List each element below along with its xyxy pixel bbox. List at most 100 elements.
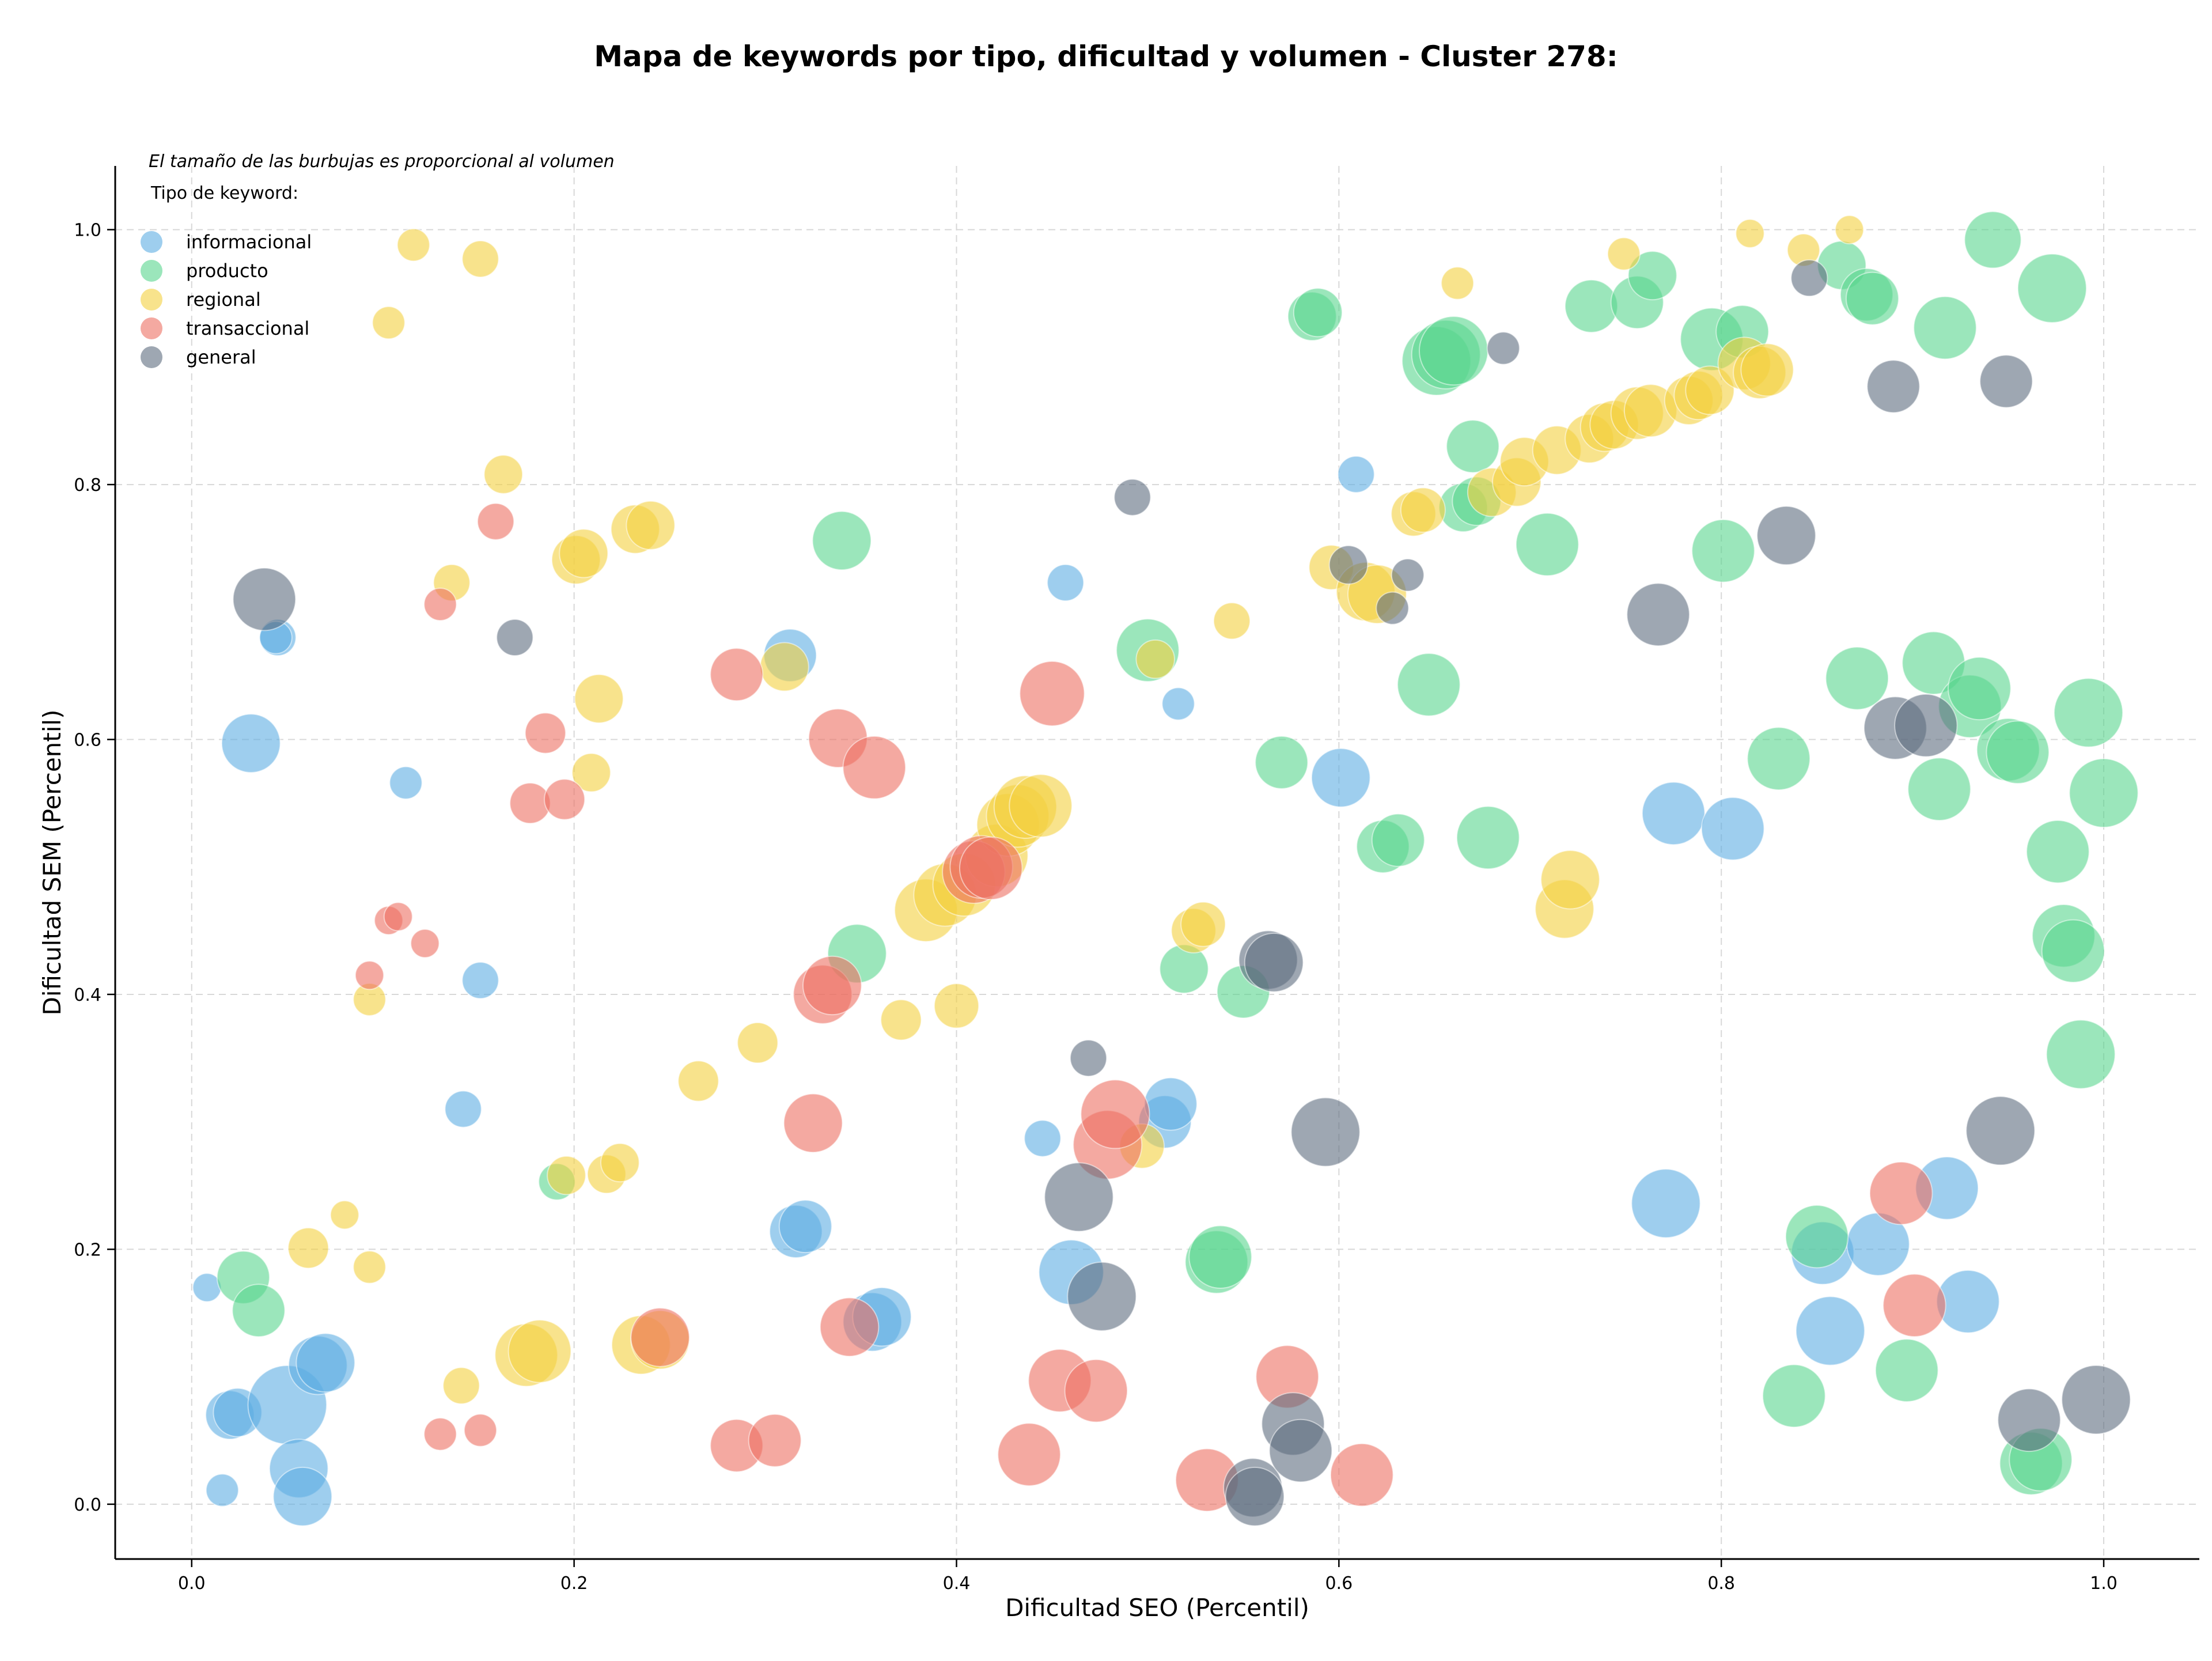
bubble-informacional <box>1936 1269 2000 1334</box>
legend-entry-producto: producto <box>141 260 268 282</box>
legend-marker-transaccional <box>141 317 162 339</box>
bubble-informacional <box>1047 563 1085 601</box>
y-axis-label: Dificultad SEM (Percentil) <box>38 710 66 1016</box>
bubble-transaccional <box>630 1307 690 1367</box>
legend-label-producto: producto <box>186 260 268 282</box>
bubble-general <box>1979 354 2033 408</box>
size-note: El tamaño de las burbujas es proporciona… <box>149 152 615 172</box>
bubble-producto <box>1564 279 1618 333</box>
legend-marker-producto <box>141 260 162 282</box>
bubble-transaccional <box>544 778 586 820</box>
bubble-transaccional <box>463 1413 497 1447</box>
bubble-regional <box>600 1142 640 1183</box>
bubble-regional <box>1213 602 1251 640</box>
bubble-regional <box>329 1200 359 1230</box>
bubbles <box>192 211 2139 1527</box>
legend-marker-general <box>141 346 162 368</box>
bubble-regional <box>461 240 499 278</box>
bubble-regional <box>483 455 524 494</box>
bubble-producto <box>2041 919 2105 983</box>
bubble-producto <box>232 1284 286 1338</box>
chart-title: Mapa de keywords por tipo, dificultad y … <box>594 40 1618 73</box>
bubble-producto <box>2017 253 2087 323</box>
bubble-informacional <box>296 1333 355 1393</box>
bubble-general <box>496 619 534 657</box>
bubble-regional <box>287 1227 329 1269</box>
series-general <box>232 259 2131 1527</box>
bubble-regional <box>507 1319 572 1383</box>
bubble-regional <box>353 1250 387 1284</box>
bubble-regional <box>759 642 809 692</box>
bubble-transaccional <box>1330 1443 1394 1507</box>
bubble-regional <box>1540 850 1600 910</box>
bubble-transaccional <box>354 960 384 990</box>
bubble-transaccional <box>748 1413 802 1467</box>
bubble-general <box>1067 1261 1137 1331</box>
bubble-general <box>1626 582 1690 646</box>
bubble-regional <box>559 528 609 578</box>
bubble-producto <box>1845 271 1899 326</box>
series-informacional <box>192 455 2000 1527</box>
bubble-transaccional <box>524 712 566 754</box>
bubble-transaccional <box>1019 660 1085 727</box>
bubble-producto <box>1691 519 1755 583</box>
x-axis-label: Dificultad SEO (Percentil) <box>1005 1594 1309 1622</box>
bubble-producto <box>2026 819 2090 884</box>
bubble-producto <box>1747 727 1811 790</box>
bubble-regional <box>1740 343 1794 397</box>
bubble-regional <box>1607 237 1641 271</box>
bubble-general <box>1866 360 1921 414</box>
bubble-producto <box>1785 1205 1849 1269</box>
x-tick-label: 0.2 <box>560 1573 588 1594</box>
bubble-producto <box>812 510 872 571</box>
bubble-informacional <box>1641 781 1706 846</box>
bubble-producto <box>1446 419 1500 474</box>
bubble-transaccional <box>802 955 862 1016</box>
bubble-producto <box>1515 512 1580 577</box>
bubble-general <box>1894 693 1958 758</box>
bubble-transaccional <box>1883 1273 1946 1338</box>
bubble-transaccional <box>1080 1079 1150 1149</box>
bubble-regional <box>372 306 406 340</box>
bubble-general <box>1376 591 1410 625</box>
bubble-regional <box>626 500 676 550</box>
bubble-transaccional <box>383 902 413 932</box>
bubble-producto <box>2069 758 2139 828</box>
bubble-producto <box>1397 653 1461 717</box>
bubble-informacional <box>778 1200 832 1254</box>
bubble-general <box>1070 1039 1108 1077</box>
bubble-producto <box>1964 211 2022 269</box>
bubble-producto <box>1418 316 1488 386</box>
bubble-transaccional <box>783 1093 843 1153</box>
series-transaccional <box>354 502 1946 1512</box>
bubble-transaccional <box>1869 1161 1933 1225</box>
bubble-producto <box>1371 813 1425 867</box>
bubble-producto <box>2046 1019 2116 1089</box>
legend-marker-regional <box>141 289 162 311</box>
bubble-informacional <box>1310 748 1371 808</box>
bubble-regional <box>1009 774 1073 838</box>
legend: El tamaño de las burbujas es proporciona… <box>141 152 615 368</box>
x-tick-label: 0.4 <box>943 1573 971 1594</box>
bubble-transaccional <box>819 1297 880 1357</box>
y-tick-label: 0.6 <box>74 731 101 751</box>
legend-label-transaccional: transaccional <box>186 317 309 339</box>
legend-label-regional: regional <box>186 289 261 311</box>
y-tick-label: 0.2 <box>74 1240 101 1260</box>
bubble-informacional <box>272 1466 333 1527</box>
bubble-transaccional <box>477 502 515 540</box>
x-tick-label: 0.8 <box>1707 1573 1735 1594</box>
legend-marker-informacional <box>141 231 162 253</box>
bubble-general <box>1756 505 1816 566</box>
bubble-informacional <box>1700 797 1765 861</box>
bubble-regional <box>442 1367 480 1405</box>
bubble-transaccional <box>842 735 906 800</box>
legend-entry-informacional: informacional <box>141 231 312 253</box>
bubble-producto <box>1627 251 1677 301</box>
bubble-transaccional <box>423 588 457 622</box>
bubble-general <box>1997 1388 2061 1452</box>
bubble-regional <box>547 1155 586 1195</box>
legend-entry-transaccional: transaccional <box>141 317 309 339</box>
y-tick-label: 0.4 <box>74 985 101 1005</box>
bubble-transaccional <box>959 836 1023 901</box>
